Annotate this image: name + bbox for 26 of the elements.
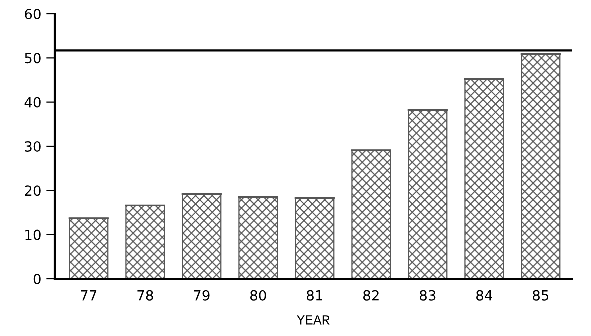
bar xyxy=(295,198,335,279)
bar xyxy=(408,110,448,279)
x-tick-label: 84 xyxy=(476,290,492,301)
x-axis-title: YEAR xyxy=(297,316,330,325)
y-tick-label: 20 xyxy=(25,186,41,196)
x-tick-label: 81 xyxy=(307,290,322,301)
y-tick-label: 30 xyxy=(25,141,41,152)
bar xyxy=(352,150,392,279)
x-tick-label: 77 xyxy=(81,290,97,301)
y-tick-label: 60 xyxy=(25,8,41,20)
bar xyxy=(182,194,222,279)
bar xyxy=(126,205,166,279)
x-tick-label: 85 xyxy=(533,290,549,301)
x-tick-label: 82 xyxy=(364,290,379,301)
x-tick-label: 78 xyxy=(138,290,154,301)
y-tick-label: 10 xyxy=(26,230,41,240)
bar xyxy=(521,54,561,279)
x-tick-label: 83 xyxy=(420,290,436,301)
bar xyxy=(464,78,504,279)
x-tick-label: 79 xyxy=(194,290,210,301)
y-tick-label: 40 xyxy=(24,97,41,108)
bar xyxy=(69,218,109,279)
y-tick-label: 0 xyxy=(34,274,41,284)
bar xyxy=(238,196,278,279)
y-tick-label: 50 xyxy=(25,53,41,64)
x-tick-label: 80 xyxy=(250,290,266,301)
